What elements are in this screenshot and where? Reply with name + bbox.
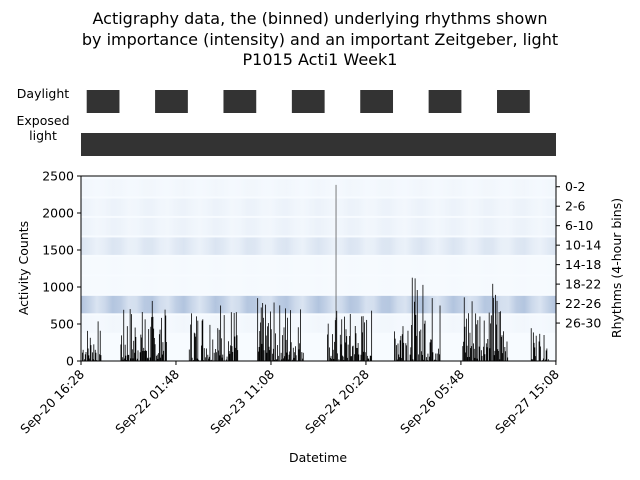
y2-tick-label: 6-10 — [565, 218, 593, 233]
x-tick-label: Sep-20 16:28 — [17, 366, 87, 436]
daylight-block — [428, 90, 462, 113]
heatmap-row — [81, 237, 556, 255]
daylight-block — [291, 90, 325, 113]
chart-title-line-2: by importance (intensity) and an importa… — [81, 30, 559, 49]
y2-tick-label: 10-14 — [565, 238, 601, 253]
y2-tick-label: 0-2 — [565, 179, 585, 194]
heatmap-row — [81, 217, 556, 236]
chart-title-line-1: Actigraphy data, the (binned) underlying… — [92, 9, 548, 28]
y-axis: 0 500 1000 1500 2000 2500 — [42, 169, 81, 369]
daylight-block — [86, 90, 120, 113]
heatmap-row — [81, 257, 556, 274]
heatmap-row — [81, 295, 556, 314]
x-tick-label: Sep-22 01:48 — [112, 366, 182, 436]
chart-title-line-3: P1015 Acti1 Week1 — [242, 50, 398, 69]
x-axis-label: Datetime — [289, 450, 347, 465]
y-tick-label: 2000 — [42, 206, 74, 221]
y-axis-label: Activity Counts — [16, 221, 31, 315]
heatmap-row — [81, 179, 556, 197]
daylight-block — [360, 90, 394, 113]
y2-tick-label: 22-26 — [565, 296, 601, 311]
x-axis: Sep-20 16:28 Sep-22 01:48 Sep-23 11:08 Sep-… — [17, 361, 562, 437]
y2-axis: 0-2 2-6 6-10 10-14 14-18 18-22 22-26 26-30 — [556, 179, 601, 331]
daylight-label: Daylight — [16, 86, 70, 101]
exposed-light-row — [81, 133, 556, 156]
y2-tick-label: 14-18 — [565, 257, 601, 272]
x-tick-label: Sep-26 05:48 — [397, 366, 467, 436]
daylight-row — [86, 90, 530, 113]
daylight-block — [155, 90, 188, 113]
heatmap-row — [81, 276, 556, 293]
y-tick-label: 2500 — [42, 169, 74, 184]
daylight-block — [223, 90, 257, 113]
y2-tick-label: 2-6 — [565, 199, 585, 214]
exposed-light-bar — [81, 133, 556, 156]
y-tick-label: 1500 — [42, 243, 74, 258]
rhythm-heatmap — [81, 176, 556, 361]
y-tick-label: 1000 — [42, 280, 74, 295]
y-tick-label: 0 — [66, 354, 74, 369]
y2-tick-label: 26-30 — [565, 316, 601, 331]
daylight-block — [497, 90, 530, 113]
x-tick-label: Sep-23 11:08 — [207, 366, 277, 436]
x-tick-label: Sep-24 20:28 — [302, 366, 372, 436]
plot-frame — [80, 175, 557, 362]
activity-bars — [82, 184, 549, 361]
y-tick-label: 500 — [50, 317, 74, 332]
exposed-light-label-line-1: Exposed — [16, 113, 70, 128]
y2-axis-label: Rhythms (4-hour bins) — [609, 198, 624, 338]
heatmap-row — [81, 198, 556, 216]
y2-tick-label: 18-22 — [565, 277, 601, 292]
exposed-light-label-line-2: light — [29, 128, 57, 143]
heatmap-row — [81, 315, 556, 333]
x-tick-label: Sep-27 15:08 — [492, 366, 562, 436]
